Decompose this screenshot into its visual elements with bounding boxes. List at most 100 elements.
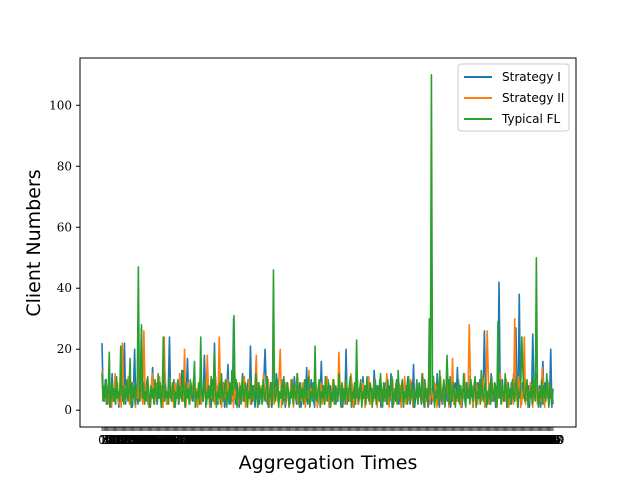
x-tick-label: 85 — [190, 433, 205, 447]
x-tick-label: 332 — [466, 433, 489, 447]
x-tick-label: 159 — [270, 433, 293, 447]
x-tick-label: 192 — [308, 433, 331, 447]
x-tick-label: 131 — [239, 433, 262, 447]
x-tick-label: 161 — [273, 433, 296, 447]
x-tick-label: 94 — [201, 433, 217, 447]
x-tick-label: 142 — [251, 433, 274, 447]
x-tick-label: 220 — [339, 433, 362, 447]
x-tick-label: 14 — [110, 433, 126, 447]
x-tick-label: 36 — [135, 433, 150, 447]
x-tick-label: 353 — [490, 433, 513, 447]
x-tick-label: 230 — [351, 433, 374, 447]
x-tick-label: 28 — [126, 433, 141, 447]
x-tick-label: 128 — [235, 433, 258, 447]
x-tick-label: 394 — [536, 433, 559, 447]
x-tick-label: 336 — [470, 433, 493, 447]
x-tick-label: 114 — [219, 433, 242, 447]
legend-label: Strategy I — [502, 70, 561, 84]
x-tick-label: 71 — [175, 433, 190, 447]
x-tick-label: 47 — [147, 433, 162, 447]
x-tick-label: 186 — [301, 433, 324, 447]
x-tick-label: 116 — [222, 433, 245, 447]
x-tick-label: 56 — [158, 433, 173, 447]
x-tick-label: 191 — [306, 433, 329, 447]
x-tick-label: 329 — [462, 433, 485, 447]
x-tick-label: 275 — [401, 433, 424, 447]
legend: Strategy I Strategy II Typical FL — [457, 63, 570, 132]
x-tick-label: 205 — [322, 433, 345, 447]
x-tick-label: 388 — [529, 433, 552, 447]
x-tick-label: 271 — [397, 433, 420, 447]
x-tick-label: 236 — [357, 433, 380, 447]
x-tick-label: 109 — [214, 433, 237, 447]
x-tick-label: 3 — [102, 433, 110, 447]
x-tick-label: 59 — [161, 433, 176, 447]
x-tick-label: 35 — [134, 433, 149, 447]
x-tick-label: 262 — [387, 433, 410, 447]
x-tick-label: 8 — [107, 433, 115, 447]
x-tick-label: 98 — [205, 433, 220, 447]
x-tick-label: 34 — [133, 433, 149, 447]
x-tick-label: 285 — [413, 433, 436, 447]
x-tick-label: 370 — [509, 433, 532, 447]
x-tick-label: 199 — [315, 433, 338, 447]
x-tick-label: 331 — [465, 433, 488, 447]
x-tick-label: 171 — [284, 433, 307, 447]
x-tick-label: 101 — [205, 433, 228, 447]
x-tick-label: 293 — [422, 433, 445, 447]
x-tick-label: 253 — [377, 433, 400, 447]
x-tick-label: 26 — [124, 433, 139, 447]
x-tick-label: 282 — [409, 433, 432, 447]
x-tick-label: 292 — [421, 433, 444, 447]
x-tick-label: 301 — [431, 433, 454, 447]
x-tick-label: 245 — [367, 433, 390, 447]
x-tick-label: 374 — [513, 433, 536, 447]
x-tick-label: 330 — [464, 433, 487, 447]
x-tick-label: 43 — [143, 433, 158, 447]
x-tick-label: 322 — [455, 433, 478, 447]
x-tick-label: 174 — [287, 433, 310, 447]
x-tick-label: 204 — [321, 433, 344, 447]
x-tick-label: 168 — [280, 433, 303, 447]
x-tick-label: 247 — [370, 433, 393, 447]
x-tick-label: 17 — [114, 433, 129, 447]
x-tick-label: 166 — [278, 433, 301, 447]
x-tick-label: 237 — [358, 433, 381, 447]
x-tick-label: 326 — [459, 433, 482, 447]
x-tick-label: 44 — [144, 433, 160, 447]
x-tick-label: 399 — [542, 433, 565, 447]
x-tick-label: 350 — [486, 433, 509, 447]
x-tick-label: 108 — [213, 433, 236, 447]
x-tick-label: 129 — [236, 433, 259, 447]
x-tick-label: 110 — [215, 433, 238, 447]
x-tick-label: 197 — [313, 433, 336, 447]
x-tick-label: 198 — [314, 433, 337, 447]
x-tick-label: 100 — [204, 433, 227, 447]
x-tick-label: 113 — [218, 433, 241, 447]
x-tick-label: 328 — [461, 433, 484, 447]
x-tick-label: 373 — [512, 433, 535, 447]
x-tick-label: 314 — [445, 433, 468, 447]
x-tick-label: 144 — [253, 433, 276, 447]
x-tick-label: 175 — [288, 433, 311, 447]
x-tick-label: 265 — [390, 433, 413, 447]
x-tick-label: 38 — [137, 433, 152, 447]
x-tick-label: 369 — [508, 433, 531, 447]
x-tick-label: 182 — [296, 433, 319, 447]
x-tick-label: 397 — [539, 433, 562, 447]
x-tick-label: 65 — [168, 433, 183, 447]
x-tick-label: 316 — [448, 433, 471, 447]
x-tick-label: 305 — [435, 433, 458, 447]
x-tick-label: 178 — [292, 433, 315, 447]
x-tick-label: 308 — [439, 433, 462, 447]
x-tick-label: 79 — [184, 433, 199, 447]
x-tick-label: 269 — [395, 433, 418, 447]
x-tick-label: 2 — [100, 433, 108, 447]
x-tick-label: 364 — [502, 433, 525, 447]
x-tick-label: 97 — [204, 433, 219, 447]
x-tick-label: 229 — [349, 433, 372, 447]
x-tick-label: 145 — [254, 433, 277, 447]
x-tick-label: 228 — [348, 433, 371, 447]
x-tick-label: 51 — [152, 433, 167, 447]
x-tick-label: 63 — [166, 433, 181, 447]
